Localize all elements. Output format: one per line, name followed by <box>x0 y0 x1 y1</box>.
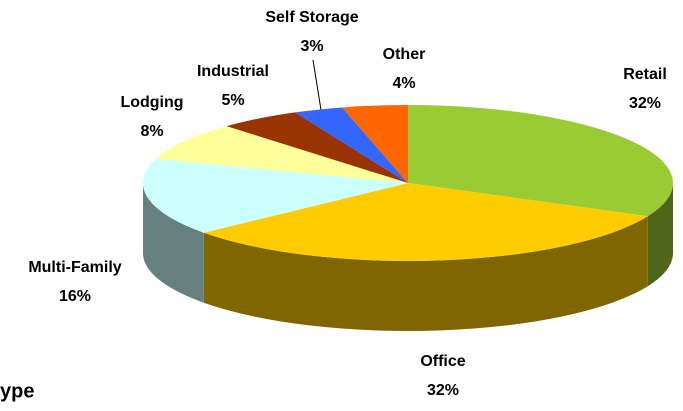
pie-slice <box>203 183 648 261</box>
pie-side <box>143 183 204 303</box>
pie-slice <box>155 126 408 183</box>
slice-value-label: 32% <box>629 95 661 112</box>
leader-line <box>312 59 322 111</box>
slice-value-label: 16% <box>59 288 91 305</box>
slice-label: Industrial <box>197 63 269 80</box>
pie-side <box>647 183 673 287</box>
slice-label: Office <box>420 353 465 370</box>
pie-side <box>203 216 648 331</box>
annotation: ype <box>0 380 34 402</box>
slice-label: Lodging <box>120 94 183 111</box>
pie-slice <box>342 105 408 183</box>
pie-slice <box>226 112 408 183</box>
slice-label: Self Storage <box>265 9 358 26</box>
slice-value-label: 3% <box>300 38 323 55</box>
pie-slice <box>408 105 673 217</box>
pie-slice <box>295 107 408 183</box>
slice-value-label: 5% <box>221 92 244 109</box>
slice-label: Retail <box>623 66 667 83</box>
slice-value-label: 4% <box>392 75 415 92</box>
slice-value-label: 8% <box>140 123 163 140</box>
slice-value-label: 32% <box>427 382 459 399</box>
pie-slice <box>142 158 408 233</box>
slice-label: Multi-Family <box>28 259 121 276</box>
slice-label: Other <box>383 46 426 63</box>
